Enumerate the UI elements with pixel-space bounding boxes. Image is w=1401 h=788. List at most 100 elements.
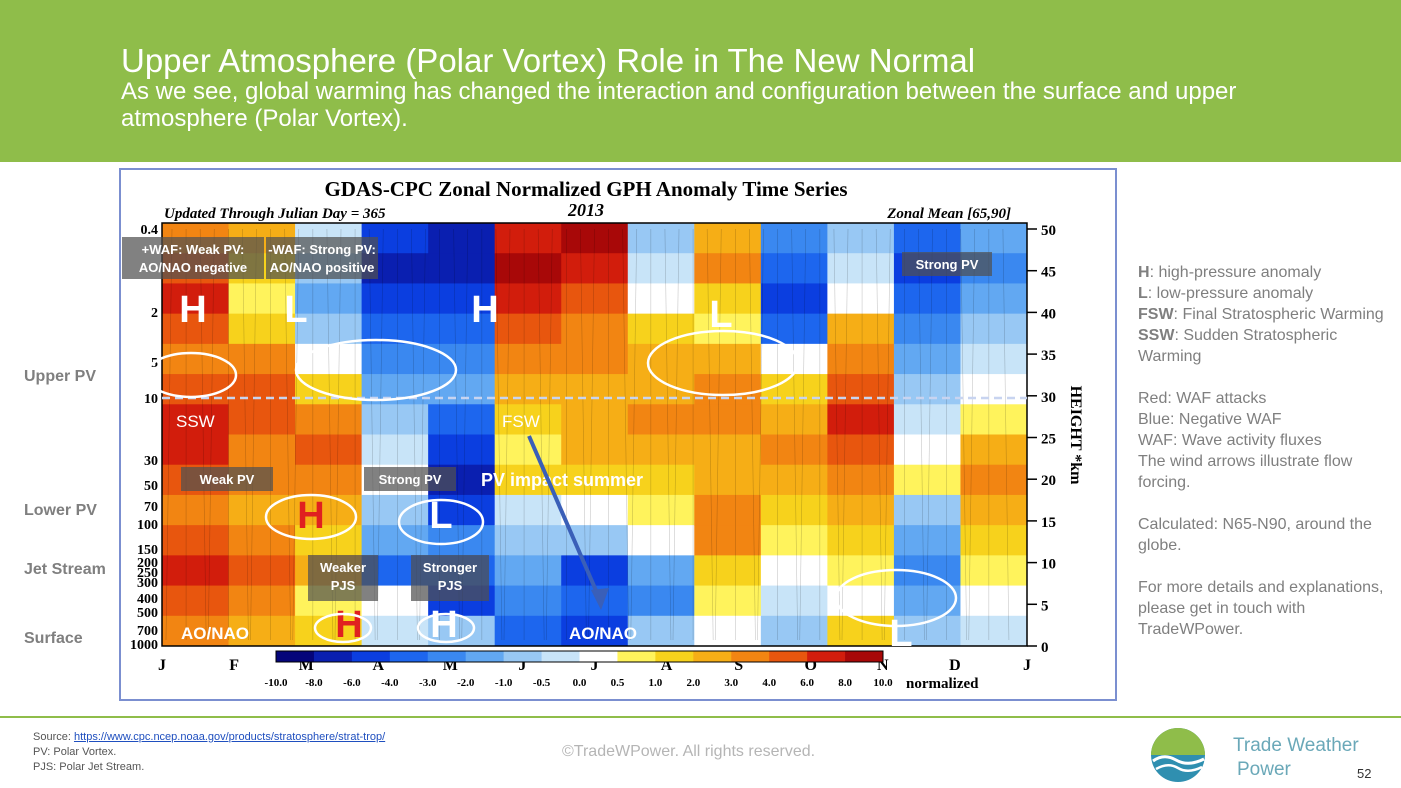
- legend-text: Calculated: N65-N90, around the globe.: [1138, 516, 1372, 554]
- plot-frame: [161, 222, 1028, 647]
- x-tick-label: F: [229, 657, 239, 674]
- heatmap-cell: [494, 555, 562, 587]
- heatmap-cell: [694, 223, 762, 254]
- heatmap-cell: [162, 525, 230, 556]
- heatmap-cell: [694, 374, 762, 405]
- annotation-box-text: PJS: [438, 578, 463, 593]
- annotation-box: [122, 237, 264, 279]
- circulation-arrow: [646, 329, 800, 397]
- colorbar-label: -8.0: [305, 677, 323, 689]
- heatmap-cell: [162, 374, 230, 405]
- annotation-box: [308, 555, 378, 601]
- contour-line: [284, 228, 291, 641]
- heatmap-cell: [760, 555, 828, 587]
- x-tick-label: J: [158, 657, 166, 674]
- colorbar-swatch: [465, 651, 505, 662]
- heatmap-cell: [694, 525, 762, 556]
- y-left-tick-label: 0.4: [141, 223, 159, 238]
- heatmap-cell: [627, 525, 695, 556]
- heatmap-cell: [295, 283, 363, 315]
- heatmap-cell: [694, 615, 762, 647]
- legend-line: Calculated: N65-N90, around the globe.: [1138, 514, 1388, 556]
- y-right-tick-label: 35: [1041, 348, 1056, 364]
- heatmap-cell: [760, 404, 828, 435]
- legend-line: FSW: Final Stratospheric Warming: [1138, 304, 1388, 325]
- contour-line: [199, 228, 207, 641]
- colorbar-label: 1.0: [649, 677, 663, 689]
- heatmap-cell: [561, 555, 629, 587]
- heatmap-cell: [694, 434, 762, 466]
- contour-line: [841, 228, 849, 641]
- anomaly-chart: GDAS-CPC Zonal Normalized GPH Anomaly Ti…: [119, 168, 1117, 701]
- heatmap-cell: [627, 313, 695, 345]
- heatmap-cell: [627, 585, 695, 617]
- circulation-arrow: [294, 338, 458, 402]
- heatmap-cell: [827, 283, 895, 315]
- y-left-tick-label: 300: [137, 576, 158, 591]
- pressure-letter: L: [284, 289, 307, 331]
- heatmap-cell: [295, 343, 363, 375]
- contour-line: [960, 228, 967, 641]
- legend-key: L: [1138, 285, 1148, 302]
- heatmap-cell: [428, 343, 496, 375]
- heatmap-cell: [228, 343, 296, 375]
- legend-text: Red: WAF attacks: [1138, 390, 1267, 407]
- contour-line: [706, 228, 714, 641]
- legend-text: The wind arrows illustrate flow forcing.: [1138, 453, 1353, 491]
- heatmap-cell: [428, 313, 496, 345]
- y-left-tick-label: 30: [144, 454, 158, 469]
- heatmap-cell: [428, 434, 496, 466]
- y-left-tick-label: 100: [137, 518, 158, 533]
- contour-line: [545, 228, 553, 641]
- heatmap-cell: [494, 525, 562, 556]
- y-left-tick-label: 400: [137, 592, 158, 607]
- contour-line: [495, 228, 503, 641]
- heatmap-cell: [561, 223, 629, 254]
- ao-nao-label-left: AO/NAO: [181, 624, 249, 643]
- heatmap-cell: [494, 283, 562, 315]
- heatmap-cell: [494, 223, 562, 254]
- pressure-letter: L: [429, 495, 452, 537]
- heatmap-cell: [627, 434, 695, 466]
- annotation-box-text: +WAF: Weak PV:: [142, 242, 245, 257]
- heatmap-cell: [627, 494, 695, 526]
- annotation-box-text: Weaker: [320, 560, 366, 575]
- legend-text: : Sudden Stratospheric Warming: [1138, 327, 1338, 365]
- heatmap-cell: [627, 464, 695, 496]
- heatmap-cell: [361, 283, 429, 315]
- contour-line: [926, 228, 933, 641]
- contour-line: [833, 228, 841, 641]
- colorbar-swatch: [845, 651, 884, 662]
- colorbar-label: 0.5: [611, 677, 625, 689]
- source-link[interactable]: https://www.cpc.ncep.noaa.gov/products/s…: [73, 731, 386, 743]
- heatmap-cell: [694, 283, 762, 315]
- heatmap-cell: [228, 313, 296, 345]
- heatmap-cell: [827, 404, 895, 435]
- colorbar-frame: [275, 650, 884, 663]
- heatmap-cell: [428, 253, 496, 284]
- contour-line: [503, 228, 511, 641]
- heatmap-cell: [960, 494, 1028, 526]
- heatmap-cell: [760, 283, 828, 315]
- contour-line: [165, 228, 173, 641]
- heatmap-cell: [494, 404, 562, 435]
- heatmap-cell: [893, 464, 961, 496]
- chart-subtitle-right: Zonal Mean [65,90]: [886, 206, 1011, 222]
- heatmap-cell: [960, 464, 1028, 496]
- legend-line: Blue: Negative WAF: [1138, 409, 1388, 430]
- side-label-lower-pv: Lower PV: [24, 502, 97, 519]
- contour-line: [1002, 228, 1010, 641]
- heatmap-cell: [960, 525, 1028, 556]
- heatmap-cell: [893, 313, 961, 345]
- heatmap-cell: [893, 283, 961, 315]
- legend-text: : low-pressure anomaly: [1147, 285, 1314, 302]
- circulation-arrow: [834, 568, 958, 628]
- heatmap-cell: [361, 494, 429, 526]
- y-right-tick-label: 25: [1041, 432, 1056, 448]
- annotation-box: [181, 467, 273, 491]
- ssw-label: SSW: [176, 412, 215, 431]
- note-pv: PV: Polar Vortex.: [33, 746, 117, 758]
- heatmap-cell: [893, 223, 961, 254]
- heatmap-cell: [760, 343, 828, 375]
- heatmap-cell: [494, 374, 562, 405]
